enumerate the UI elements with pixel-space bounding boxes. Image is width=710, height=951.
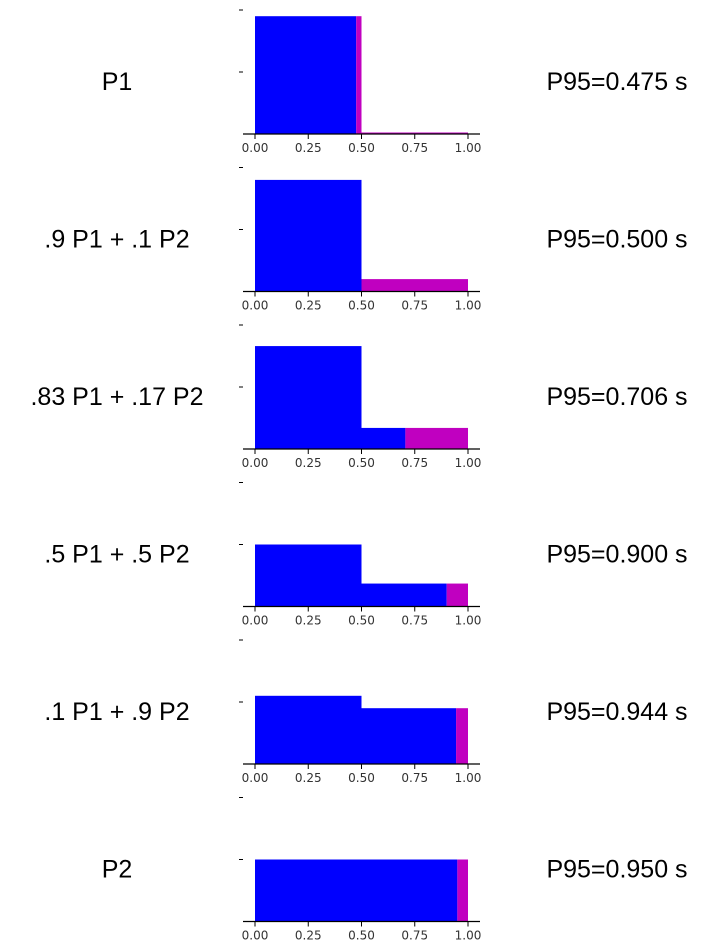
area-segment-5-1 [255, 695, 362, 764]
x-tick-label-3-2: 0.25 [295, 456, 322, 470]
chart-row-5: 0.00 0.25 0.50 0.75 1.00 .1 P1 + .9 P2 P95=0.9… [44, 639, 688, 785]
x-tick-label-2-2: 0.25 [295, 299, 322, 313]
x-tick-label-5-2: 0.25 [295, 771, 322, 785]
area-segment-2-2 [361, 279, 468, 292]
area-segment-6-2 [457, 859, 468, 922]
x-tick-label-2-5: 1.00 [455, 299, 482, 313]
x-tick-label-1-3: 0.50 [348, 141, 375, 155]
x-tick-label-3-3: 0.50 [348, 456, 375, 470]
x-tick-label-1-1: 0.00 [242, 141, 269, 155]
area-segment-5-2 [361, 708, 457, 764]
x-tick-label-2-4: 0.75 [401, 299, 428, 313]
area-segment-5-3 [456, 708, 468, 764]
area-segment-4-2 [361, 583, 447, 607]
p95-label-6: P95=0.950 s [546, 856, 687, 884]
x-tick-label-5-4: 0.75 [401, 771, 428, 785]
chart-row-1: 0.00 0.25 0.50 0.75 1.00 P1 P95=0.475 s [102, 9, 688, 155]
p95-label-2: P95=0.500 s [546, 226, 687, 254]
p95-label-4: P95=0.900 s [546, 541, 687, 569]
area-segment-4-3 [446, 583, 468, 607]
x-tick-label-2-3: 0.50 [348, 299, 375, 313]
x-tick-label-6-5: 1.00 [455, 929, 482, 943]
x-tick-label-6-3: 0.50 [348, 929, 375, 943]
p95-label-1: P95=0.475 s [546, 68, 687, 96]
chart-row-3: 0.00 0.25 0.50 0.75 1.00 .83 P1 + .17 P2 P95=0… [30, 324, 688, 470]
x-tick-label-3-5: 1.00 [455, 456, 482, 470]
x-tick-label-4-4: 0.75 [401, 614, 428, 628]
area-segment-3-2 [361, 427, 406, 449]
x-tick-label-6-1: 0.00 [242, 929, 269, 943]
chart-row-2: 0.00 0.25 0.50 0.75 1.00 .9 P1 + .1 P2 P95=0.5… [44, 167, 688, 313]
row-label-5: .1 P1 + .9 P2 [44, 698, 189, 726]
area-segment-3-1 [255, 346, 362, 449]
x-tick-label-5-1: 0.00 [242, 771, 269, 785]
x-tick-label-1-2: 0.25 [295, 141, 322, 155]
row-label-3: .83 P1 + .17 P2 [30, 383, 203, 411]
area-segment-4-1 [255, 544, 362, 607]
row-label-4: .5 P1 + .5 P2 [44, 541, 189, 569]
x-tick-label-2-1: 0.00 [242, 299, 269, 313]
x-tick-label-1-4: 0.75 [401, 141, 428, 155]
row-label-6: P2 [102, 856, 133, 884]
x-tick-label-5-3: 0.50 [348, 771, 375, 785]
p95-label-5: P95=0.944 s [546, 698, 687, 726]
x-tick-label-4-1: 0.00 [242, 614, 269, 628]
x-tick-label-4-2: 0.25 [295, 614, 322, 628]
row-label-1: P1 [102, 68, 133, 96]
chart-row-4: 0.00 0.25 0.50 0.75 1.00 .5 P1 + .5 P2 P95=0.9… [44, 482, 688, 628]
chart-row-6: 0.00 0.25 0.50 0.75 1.00 P2 P95=0.950 s [102, 797, 688, 943]
x-tick-label-4-5: 1.00 [455, 614, 482, 628]
x-tick-label-4-3: 0.50 [348, 614, 375, 628]
x-tick-label-1-5: 1.00 [455, 141, 482, 155]
x-tick-label-3-1: 0.00 [242, 456, 269, 470]
area-segment-2-1 [255, 179, 362, 292]
row-label-2: .9 P1 + .1 P2 [44, 226, 189, 254]
area-segment-3-3 [405, 427, 468, 449]
x-tick-label-6-4: 0.75 [401, 929, 428, 943]
area-segment-1-3 [361, 132, 468, 134]
p95-label-3: P95=0.706 s [546, 383, 687, 411]
x-tick-label-6-2: 0.25 [295, 929, 322, 943]
area-segment-1-1 [255, 16, 357, 135]
x-tick-label-5-5: 1.00 [455, 771, 482, 785]
area-segment-1-2 [356, 16, 362, 135]
area-segment-6-1 [255, 859, 458, 922]
x-tick-label-3-4: 0.75 [401, 456, 428, 470]
